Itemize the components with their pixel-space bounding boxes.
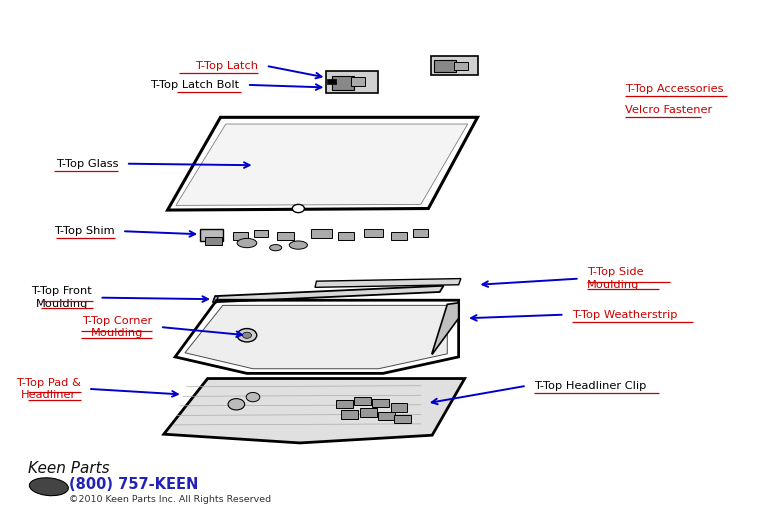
Bar [434, 60, 456, 73]
Text: T-Top Shim: T-Top Shim [54, 226, 115, 236]
Bar [390, 232, 407, 240]
Text: T-Top Accessories: T-Top Accessories [625, 84, 724, 94]
Polygon shape [176, 124, 467, 206]
Bar [206, 237, 222, 245]
Bar [200, 229, 223, 241]
Ellipse shape [270, 244, 282, 251]
Text: T-Top Pad &
Headliner: T-Top Pad & Headliner [15, 378, 81, 400]
Polygon shape [315, 279, 461, 287]
Bar [255, 229, 268, 237]
Ellipse shape [237, 238, 256, 248]
Polygon shape [213, 296, 218, 304]
Ellipse shape [290, 241, 307, 249]
Polygon shape [164, 379, 464, 443]
Bar [454, 62, 467, 70]
Bar [327, 79, 336, 84]
Text: Velcro Fastener: Velcro Fastener [625, 105, 712, 114]
Text: T-Top Headliner Clip: T-Top Headliner Clip [534, 381, 647, 391]
Text: T-Top Side
Moulding: T-Top Side Moulding [588, 267, 644, 290]
Polygon shape [432, 303, 459, 354]
Bar [373, 399, 389, 407]
Ellipse shape [29, 478, 69, 496]
Bar [341, 410, 358, 419]
Text: T-Top Latch Bolt: T-Top Latch Bolt [150, 80, 239, 90]
Text: T-Top Glass: T-Top Glass [56, 159, 119, 169]
Polygon shape [185, 306, 447, 369]
Bar [354, 397, 371, 405]
Bar [336, 400, 353, 408]
Bar [394, 414, 411, 423]
Bar [326, 71, 378, 93]
Circle shape [243, 332, 252, 338]
Circle shape [237, 328, 256, 342]
Bar [390, 403, 407, 411]
Bar [277, 232, 294, 240]
Bar [364, 228, 383, 237]
Bar [430, 56, 477, 75]
Bar [360, 408, 377, 416]
Bar [413, 229, 428, 237]
Text: (800) 757-KEEN: (800) 757-KEEN [69, 477, 199, 492]
Bar [379, 411, 395, 420]
Text: ©2010 Keen Parts Inc. All Rights Reserved: ©2010 Keen Parts Inc. All Rights Reserve… [69, 495, 271, 504]
Circle shape [246, 393, 259, 402]
Text: T-Top Front
Moulding: T-Top Front Moulding [32, 286, 92, 309]
Polygon shape [213, 286, 444, 303]
Text: T-Top Weatherstrip: T-Top Weatherstrip [572, 310, 678, 320]
Circle shape [293, 205, 304, 212]
Bar [351, 77, 365, 87]
Circle shape [228, 399, 245, 410]
Bar [338, 232, 354, 240]
Text: T-Top Corner
Moulding: T-Top Corner Moulding [82, 316, 152, 338]
Text: Keen Parts: Keen Parts [28, 461, 109, 476]
Bar [233, 232, 249, 240]
Text: T-Top Latch: T-Top Latch [196, 61, 258, 71]
Bar [332, 76, 354, 90]
Bar [311, 229, 333, 238]
